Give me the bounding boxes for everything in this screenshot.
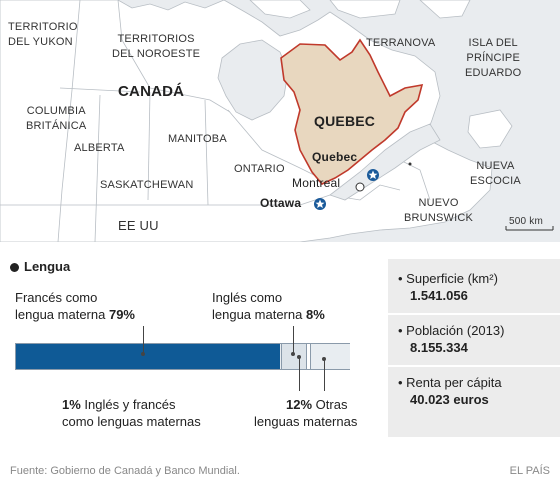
leader-both bbox=[299, 357, 300, 391]
map-svg bbox=[0, 0, 513, 242]
scale-label: 500 km bbox=[509, 216, 543, 227]
leader-other bbox=[324, 359, 325, 391]
stat-poblacion: • Población (2013) 8.155.334 bbox=[398, 322, 504, 356]
footer-brand: EL PAÍS bbox=[509, 465, 550, 477]
label-montreal: Montreal bbox=[292, 176, 341, 190]
bar-segment-english bbox=[281, 344, 307, 369]
leader-other-dot-icon bbox=[322, 357, 326, 361]
map: TERRITORIO DEL YUKON TERRITORIOS DEL NOR… bbox=[0, 0, 560, 242]
newfoundland bbox=[467, 109, 513, 149]
leader-french-dot-icon bbox=[141, 352, 145, 356]
label-eeuu: EE UU bbox=[118, 218, 159, 233]
label-alberta: ALBERTA bbox=[74, 142, 125, 154]
arctic-island-1 bbox=[249, 0, 311, 19]
bar-segment-other bbox=[312, 344, 350, 369]
other-text1: Otras bbox=[315, 397, 348, 412]
english-label: Inglés como lengua materna 8% bbox=[212, 289, 325, 323]
label-principe: ISLA DEL PRÍNCIPE EDUARDO bbox=[465, 37, 522, 79]
stat-superficie-value: 1.541.056 bbox=[410, 288, 468, 303]
both-line2: como lenguas maternas bbox=[62, 414, 201, 429]
leader-english bbox=[293, 326, 294, 354]
arctic-island-3 bbox=[419, 0, 471, 19]
stats-panel: • Superficie (km²) 1.541.056 • Población… bbox=[388, 259, 560, 437]
both-pct: 1% bbox=[62, 397, 81, 412]
leader-french bbox=[143, 326, 144, 354]
language-bar bbox=[15, 343, 350, 370]
label-quebec-region: QUEBEC bbox=[314, 113, 376, 129]
hudson-bay bbox=[217, 39, 289, 121]
label-canada: CANADÁ bbox=[118, 83, 185, 100]
stat-divider bbox=[388, 365, 560, 367]
quebec-province bbox=[280, 38, 424, 185]
label-ontario: ONTARIO bbox=[234, 163, 285, 175]
arctic-island-2 bbox=[329, 0, 401, 19]
leader-both-dot-icon bbox=[297, 355, 301, 359]
province-borders bbox=[0, 0, 431, 242]
french-text: Francés como lengua materna bbox=[15, 290, 106, 322]
french-label: Francés como lengua materna 79% bbox=[15, 289, 135, 323]
label-noroeste: TERRITORIOS DEL NOROESTE bbox=[112, 33, 201, 60]
bar-segment-both bbox=[307, 344, 311, 369]
both-text1: Inglés y francés bbox=[84, 397, 176, 412]
stat-renta-label: • Renta per cápita bbox=[398, 375, 502, 390]
english-pct: 8% bbox=[305, 307, 325, 322]
leader-english-dot-icon bbox=[291, 352, 295, 356]
english-text: Inglés como lengua materna bbox=[212, 290, 303, 322]
stat-divider bbox=[388, 313, 560, 315]
stat-superficie: • Superficie (km²) 1.541.056 bbox=[398, 270, 498, 304]
bullet-icon bbox=[10, 263, 19, 272]
label-nuevo-brunswick: NUEVO BRUNSWICK bbox=[404, 197, 474, 224]
french-pct: 79% bbox=[108, 307, 135, 322]
stat-renta: • Renta per cápita 40.023 euros bbox=[398, 374, 502, 408]
stat-renta-value: 40.023 euros bbox=[410, 392, 489, 407]
label-manitoba: MANITOBA bbox=[168, 133, 227, 145]
section-title: Lengua bbox=[10, 259, 70, 274]
label-yukon: TERRITORIO DEL YUKON bbox=[8, 21, 78, 48]
footer-source: Fuente: Gobierno de Canadá y Banco Mundi… bbox=[10, 465, 240, 477]
label-ottawa: Ottawa bbox=[260, 196, 302, 210]
other-line1: 12% Otras bbox=[286, 396, 347, 413]
stat-poblacion-value: 8.155.334 bbox=[410, 340, 468, 355]
label-quebec-city: Quebec bbox=[312, 150, 358, 164]
stat-poblacion-label: • Población (2013) bbox=[398, 323, 505, 338]
other-line2: lenguas maternas bbox=[254, 414, 358, 429]
both-line1: 1% Inglés y francés bbox=[62, 396, 175, 413]
label-nueva-escocia: NUEVA ESCOCIA bbox=[470, 160, 521, 187]
bar-segment-french bbox=[16, 344, 280, 369]
other-pct: 12% bbox=[286, 397, 313, 412]
stat-superficie-label: • Superficie (km²) bbox=[398, 271, 498, 286]
label-columbia: COLUMBIA BRITÁNICA bbox=[26, 105, 87, 132]
label-saskatchewan: SASKATCHEWAN bbox=[100, 179, 194, 191]
label-terranova: TERRANOVA bbox=[366, 37, 436, 49]
